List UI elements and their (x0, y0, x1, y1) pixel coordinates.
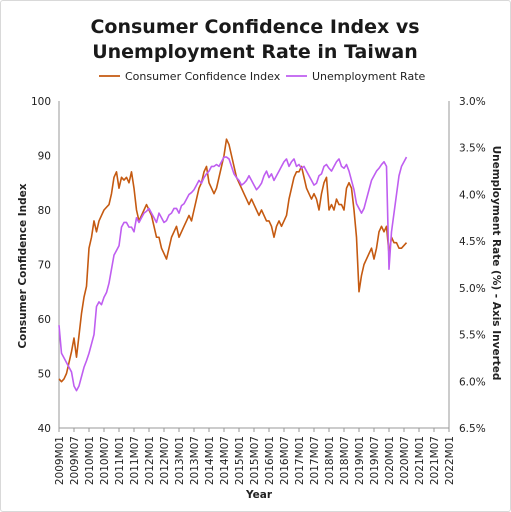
x-axis-ticks: 2009M01 2009M07 2010M01 2010M07 2011M01 2011M… (54, 428, 456, 485)
x-tick-label: 2017M07 (309, 436, 321, 485)
series-line-unemployment-rate (58, 156, 408, 392)
x-tick-label: 2010M01 (84, 436, 96, 485)
right-tick-label: 4.5% (459, 236, 486, 248)
left-tick-label: 80 (38, 205, 51, 217)
left-tick-label: 40 (38, 423, 51, 435)
x-tick-label: 2021M01 (414, 436, 426, 485)
legend-label-consumer-confidence: Consumer Confidence Index (125, 70, 281, 83)
left-tick-label: 100 (31, 96, 51, 108)
x-tick-label: 2010M07 (99, 436, 111, 485)
x-tick-label: 2016M07 (279, 436, 291, 485)
x-tick-label: 2020M01 (384, 436, 396, 485)
x-tick-label: 2012M07 (159, 436, 171, 485)
chart-title-line-1: Consumer Confidence Index vs (90, 16, 419, 38)
right-tick-label: 3.0% (459, 96, 486, 108)
x-tick-label: 2022M01 (444, 436, 456, 485)
plot-axes (58, 101, 450, 429)
right-tick-label: 6.5% (459, 423, 486, 435)
x-tick-label: 2021M07 (429, 436, 441, 485)
x-tick-label: 2018M01 (324, 436, 336, 485)
chart-legend: Consumer Confidence Index Unemployment R… (99, 70, 426, 83)
x-tick-label: 2014M01 (204, 436, 216, 485)
x-tick-label: 2018M07 (339, 436, 351, 485)
x-axis-label: Year (245, 489, 273, 501)
x-tick-label: 2013M01 (174, 436, 186, 485)
x-tick-label: 2013M07 (189, 436, 201, 485)
y2-axis-label: Unemployment Rate (%) - Axis Inverted (490, 146, 502, 381)
x-tick-label: 2009M01 (54, 436, 66, 485)
left-tick-label: 60 (38, 314, 51, 326)
series-line-consumer-confidence (58, 138, 408, 383)
left-tick-label: 70 (38, 260, 51, 272)
chart-title-line-2: Unemployment Rate in Taiwan (92, 41, 418, 63)
series-lines (58, 138, 408, 392)
legend-label-unemployment-rate: Unemployment Rate (312, 70, 426, 83)
x-tick-label: 2019M07 (369, 436, 381, 485)
right-tick-label: 3.5% (459, 143, 486, 155)
x-tick-label: 2020M07 (399, 436, 411, 485)
x-tick-label: 2012M01 (144, 436, 156, 485)
x-tick-label: 2015M07 (249, 436, 261, 485)
x-tick-label: 2009M07 (69, 436, 81, 485)
x-tick-label: 2017M01 (294, 436, 306, 485)
left-axis-ticks: 40 50 60 70 80 90 100 (31, 96, 51, 435)
right-tick-label: 5.5% (459, 330, 486, 342)
x-tick-label: 2011M01 (114, 436, 126, 485)
x-tick-label: 2016M01 (264, 436, 276, 485)
y-axis-label: Consumer Confidence Index (17, 183, 29, 348)
right-tick-label: 4.0% (459, 189, 486, 201)
right-tick-label: 6.0% (459, 376, 486, 388)
right-tick-label: 5.0% (459, 283, 486, 295)
left-tick-label: 50 (38, 369, 51, 381)
x-tick-label: 2014M07 (219, 436, 231, 485)
right-axis-ticks: 3.0% 3.5% 4.0% 4.5% 5.0% 5.5% 6.0% 6.5% (459, 96, 486, 435)
x-tick-label: 2011M07 (129, 436, 141, 485)
chart-title: Consumer Confidence Index vs Unemploymen… (90, 16, 419, 63)
x-tick-label: 2019M01 (354, 436, 366, 485)
x-tick-label: 2015M01 (234, 436, 246, 485)
left-tick-label: 90 (38, 151, 51, 163)
